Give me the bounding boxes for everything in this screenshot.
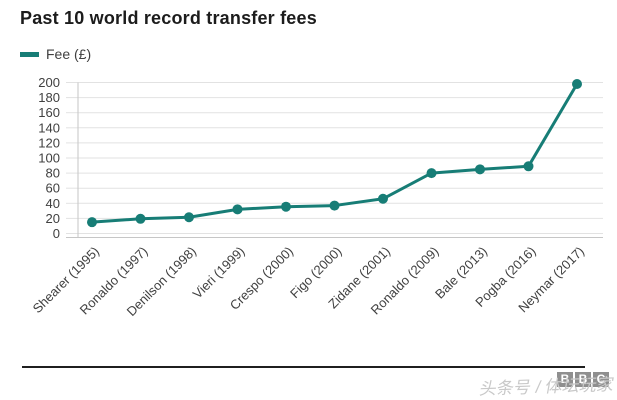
footer-divider <box>22 366 585 368</box>
y-axis-label: 140 <box>38 120 60 135</box>
bbc-logo-letter: B <box>575 372 591 387</box>
legend: Fee (£) <box>20 46 91 62</box>
watermark-text: 头条号 / 体坛玩家 <box>477 375 616 399</box>
y-axis-label: 0 <box>53 226 60 241</box>
data-point <box>378 193 388 204</box>
y-axis-label: 60 <box>46 181 60 196</box>
y-axis-label: 40 <box>46 196 60 211</box>
legend-label: Fee (£) <box>46 46 92 62</box>
legend-swatch-icon <box>20 51 39 57</box>
data-point <box>426 168 437 179</box>
bbc-logo-letter: B <box>557 372 573 387</box>
data-point <box>87 217 97 228</box>
y-axis-label: 80 <box>46 166 60 181</box>
y-axis-label: 120 <box>38 135 60 150</box>
y-axis-label: 20 <box>46 211 60 226</box>
data-point <box>232 204 243 215</box>
data-point <box>281 201 291 212</box>
data-point <box>329 200 340 211</box>
data-point <box>184 212 194 223</box>
data-point <box>523 161 534 172</box>
data-point <box>135 213 146 224</box>
data-point <box>475 164 485 175</box>
y-axis-label: 160 <box>38 105 60 120</box>
bbc-logo: B B C <box>557 372 609 387</box>
data-point <box>572 79 582 90</box>
bbc-logo-letter: C <box>593 372 609 387</box>
y-axis-label: 100 <box>38 151 60 166</box>
y-axis-label: 200 <box>38 75 60 90</box>
y-axis-label: 180 <box>38 90 60 105</box>
chart-title: Past 10 world record transfer fees <box>20 8 317 28</box>
